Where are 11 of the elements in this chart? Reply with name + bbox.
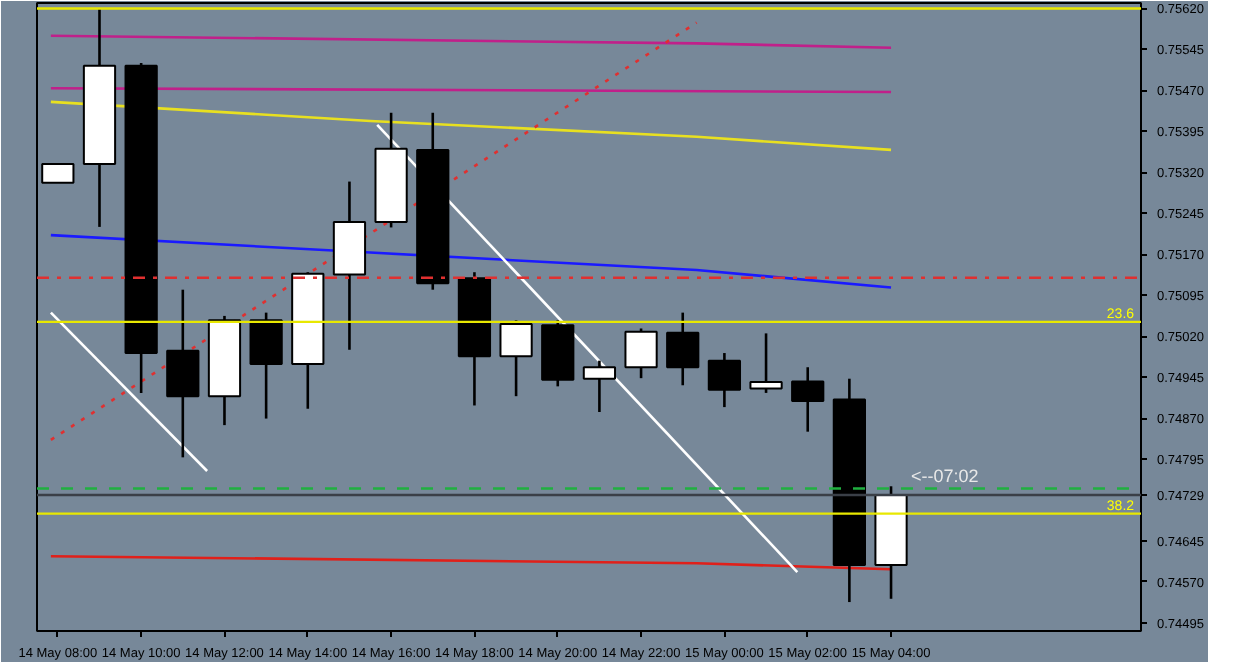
candlestick xyxy=(791,365,825,433)
candlestick xyxy=(582,359,617,414)
annotation: <--07:02 xyxy=(911,466,979,487)
candlestick xyxy=(499,318,533,398)
candlestick xyxy=(749,332,783,395)
candlestick xyxy=(624,327,658,380)
candlestick xyxy=(41,163,75,184)
candlestick xyxy=(666,311,700,387)
candlestick xyxy=(707,351,742,409)
candlestick xyxy=(166,288,200,459)
candlestick xyxy=(249,311,283,420)
